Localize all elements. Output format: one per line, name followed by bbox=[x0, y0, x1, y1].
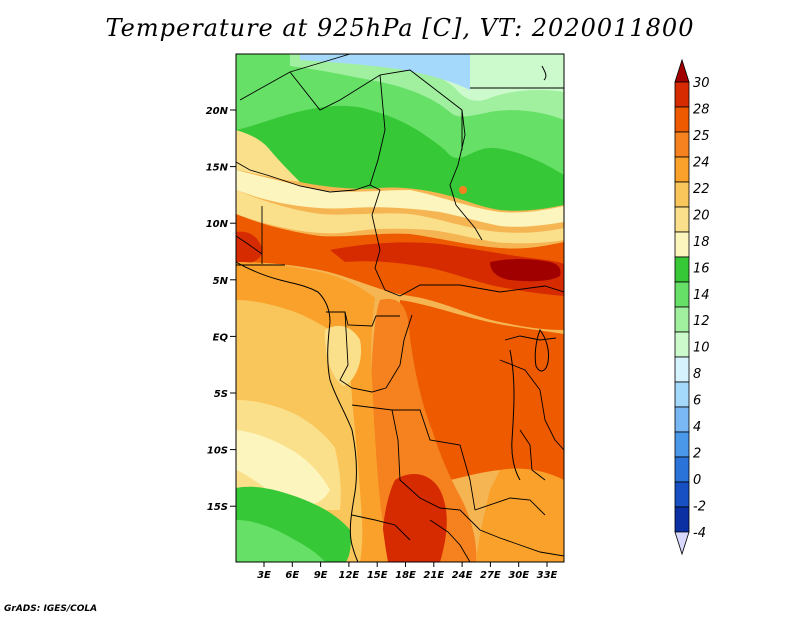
lat-tick-label: 10N bbox=[206, 219, 229, 230]
lat-tick-label: 15N bbox=[206, 163, 229, 174]
colorbar-swatch bbox=[674, 131, 690, 158]
colorbar-swatch bbox=[674, 456, 690, 483]
lat-tick-label: 10S bbox=[207, 446, 228, 457]
colorbar-label: 22 bbox=[693, 182, 710, 197]
country-borders bbox=[236, 54, 564, 562]
colorbar-swatch bbox=[674, 231, 690, 258]
colorbar-label: 18 bbox=[693, 235, 710, 250]
colorbar-swatch bbox=[674, 381, 690, 408]
colorbar-swatch bbox=[674, 181, 690, 208]
colorbar-label: 12 bbox=[693, 314, 710, 329]
colorbar-swatch bbox=[674, 81, 690, 108]
colorbar-label: -2 bbox=[693, 500, 706, 515]
map-frame bbox=[235, 53, 565, 563]
colorbar-swatch bbox=[674, 156, 690, 183]
lat-tick-label: 15S bbox=[207, 502, 228, 513]
latitude-axis: 20N 15N 10N 5N EQ 5S 10S 15S bbox=[206, 106, 236, 513]
grads-credit: GrADS: IGES/COLA bbox=[4, 604, 98, 614]
longitude-axis: 3E 6E 9E 12E 15E 18E 21E 24E 27E 30E 33E bbox=[257, 562, 558, 581]
lon-tick-label: 30E bbox=[508, 570, 529, 581]
colorbar-label: 25 bbox=[693, 129, 710, 144]
lon-tick-label: 9E bbox=[314, 570, 328, 581]
colorbar-swatch bbox=[674, 281, 690, 308]
lon-tick-label: 6E bbox=[285, 570, 299, 581]
lon-tick-label: 33E bbox=[537, 570, 558, 581]
colorbar-label: 6 bbox=[693, 394, 701, 409]
lon-tick-label: 24E bbox=[452, 570, 473, 581]
colorbar-label: 8 bbox=[693, 367, 701, 382]
lon-tick-label: 21E bbox=[423, 570, 444, 581]
temperature-field bbox=[236, 54, 564, 562]
lat-tick-label: 5N bbox=[213, 276, 229, 287]
colorbar-bottom-arrow bbox=[674, 531, 690, 556]
map-title: Temperature at 925hPa [C], VT: 202001180… bbox=[105, 14, 695, 42]
colorbar-swatch bbox=[674, 356, 690, 383]
colorbar-top-arrow bbox=[674, 58, 690, 83]
colorbar-label: -4 bbox=[693, 526, 706, 541]
colorbar-swatch bbox=[674, 306, 690, 333]
coastline bbox=[236, 65, 549, 562]
colorbar-swatch bbox=[674, 481, 690, 508]
colorbar-swatch bbox=[674, 106, 690, 133]
lon-tick-label: 12E bbox=[339, 570, 360, 581]
colorbar-swatch bbox=[674, 431, 690, 458]
lon-tick-label: 27E bbox=[480, 570, 501, 581]
colorbar-label: 30 bbox=[693, 76, 710, 91]
colorbar-label: 28 bbox=[693, 102, 710, 117]
lon-tick-label: 18E bbox=[395, 570, 416, 581]
colorbar-label: 14 bbox=[693, 288, 710, 303]
lat-tick-label: EQ bbox=[213, 332, 229, 343]
colorbar-label: 2 bbox=[693, 447, 701, 462]
lat-tick-label: 20N bbox=[206, 106, 229, 117]
colorbar-label: 20 bbox=[693, 208, 710, 223]
lat-tick-label: 5S bbox=[214, 389, 228, 400]
lon-tick-label: 15E bbox=[367, 570, 388, 581]
lon-tick-label: 3E bbox=[257, 570, 271, 581]
colorbar-label: 16 bbox=[693, 261, 710, 276]
colorbar-swatch bbox=[674, 506, 690, 533]
colorbar-swatch bbox=[674, 331, 690, 358]
colorbar-label: 10 bbox=[693, 341, 710, 356]
colorbar-label: 0 bbox=[693, 473, 701, 488]
colorbar-label: 4 bbox=[693, 420, 701, 435]
colorbar-swatch bbox=[674, 406, 690, 433]
colorbar-swatch bbox=[674, 206, 690, 233]
colorbar-label: 24 bbox=[693, 155, 710, 170]
colorbar-swatch bbox=[674, 256, 690, 283]
